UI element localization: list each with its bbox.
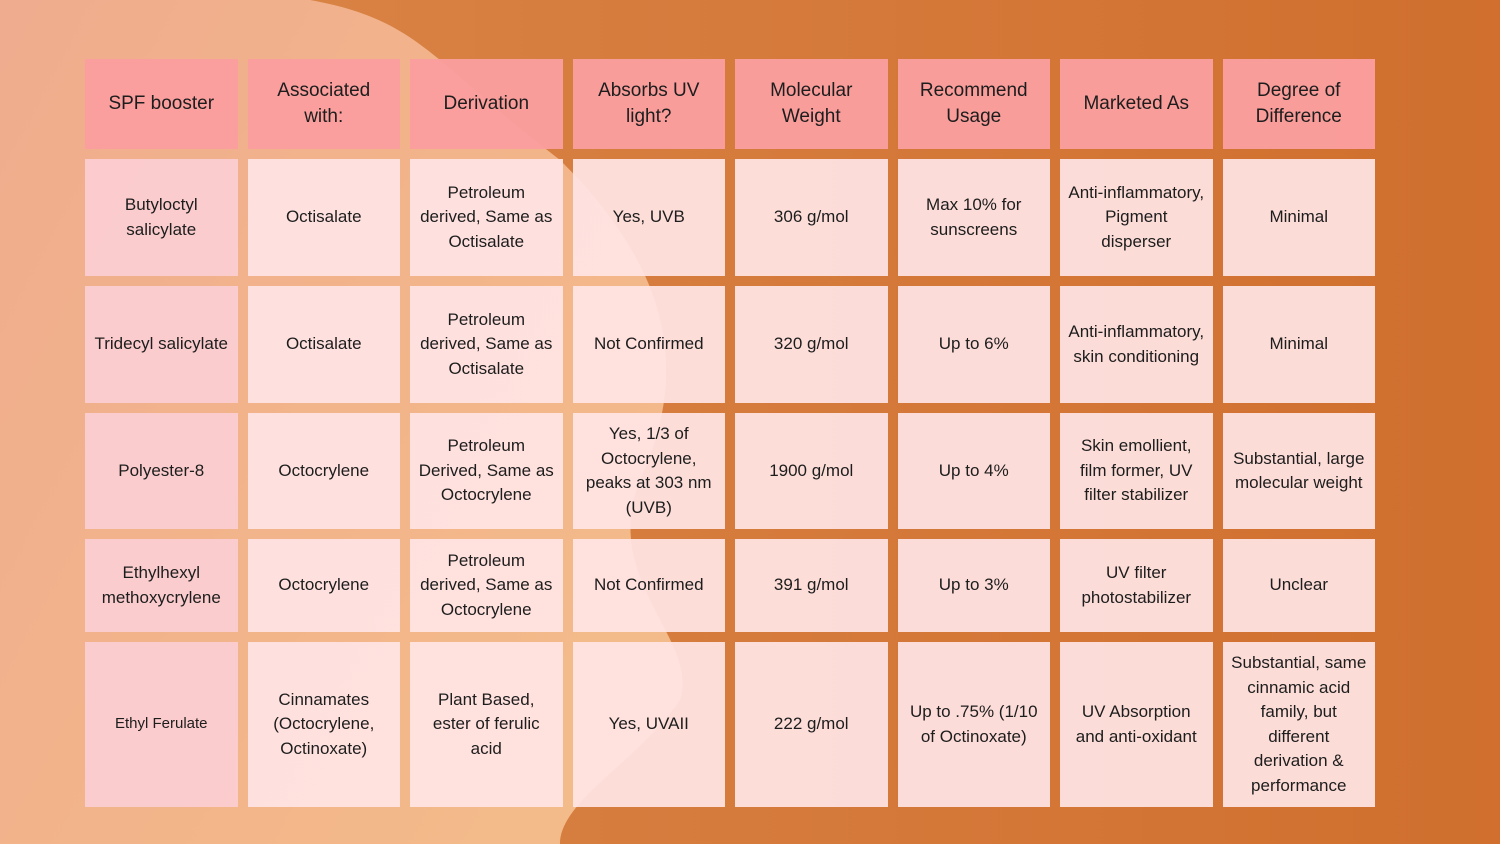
- table-cell: Octocrylene: [247, 413, 400, 529]
- header-cell: Absorbs UV light?: [572, 59, 725, 149]
- table-cell: Up to 3%: [897, 539, 1050, 632]
- row-label: Ethyl Ferulate: [85, 642, 238, 807]
- header-cell: SPF booster: [85, 59, 238, 149]
- table-cell: Minimal: [1222, 159, 1375, 276]
- header-cell: Degree of Difference: [1222, 59, 1375, 149]
- row-label: Ethylhexyl methoxycrylene: [85, 539, 238, 632]
- table-cell: Max 10% for sunscreens: [897, 159, 1050, 276]
- table-cell: Octisalate: [247, 159, 400, 276]
- table-cell: Octisalate: [247, 286, 400, 403]
- table-cell: UV Absorption and anti-oxidant: [1060, 642, 1213, 807]
- table-cell: Yes, 1/3 of Octocrylene, peaks at 303 nm…: [572, 413, 725, 529]
- table: SPF booster Associated with: Derivation Abs…: [85, 59, 1375, 807]
- header-cell: Derivation: [410, 59, 563, 149]
- table-cell: 391 g/mol: [735, 539, 888, 632]
- table-cell: Substantial, large molecular weight: [1222, 413, 1375, 529]
- table-cell: Substantial, same cinnamic acid family, …: [1222, 642, 1375, 807]
- row-label: Butyloctyl salicylate: [85, 159, 238, 276]
- table-cell: Up to .75% (1/10 of Octinoxate): [897, 642, 1050, 807]
- table-cell: Petroleum derived, Same as Octocrylene: [410, 539, 563, 632]
- table-cell: Not Confirmed: [572, 286, 725, 403]
- table-cell: Yes, UVAII: [572, 642, 725, 807]
- table-cell: 306 g/mol: [735, 159, 888, 276]
- table-cell: 222 g/mol: [735, 642, 888, 807]
- row-label: Polyester-8: [85, 413, 238, 529]
- table-cell: Anti-inflammatory, Pigment disperser: [1060, 159, 1213, 276]
- row-label: Tridecyl salicylate: [85, 286, 238, 403]
- table-cell: Petroleum derived, Same as Octisalate: [410, 159, 563, 276]
- table-cell: Skin emollient, film former, UV filter s…: [1060, 413, 1213, 529]
- table-cell: Petroleum derived, Same as Octisalate: [410, 286, 563, 403]
- table-cell: Up to 4%: [897, 413, 1050, 529]
- table-cell: 1900 g/mol: [735, 413, 888, 529]
- table-cell: Anti-inflammatory, skin conditioning: [1060, 286, 1213, 403]
- header-cell: Associated with:: [247, 59, 400, 149]
- table-cell: Unclear: [1222, 539, 1375, 632]
- table-cell: Minimal: [1222, 286, 1375, 403]
- header-cell: Marketed As: [1060, 59, 1213, 149]
- table-cell: Yes, UVB: [572, 159, 725, 276]
- header-cell: Recommend Usage: [897, 59, 1050, 149]
- table-cell: Cinnamates (Octocrylene, Octinoxate): [247, 642, 400, 807]
- table-cell: Up to 6%: [897, 286, 1050, 403]
- table-cell: UV filter photostabilizer: [1060, 539, 1213, 632]
- table-cell: Petroleum Derived, Same as Octocrylene: [410, 413, 563, 529]
- table-cell: 320 g/mol: [735, 286, 888, 403]
- table-cell: Not Confirmed: [572, 539, 725, 632]
- table-cell: Octocrylene: [247, 539, 400, 632]
- table-cell: Plant Based, ester of ferulic acid: [410, 642, 563, 807]
- header-cell: Molecular Weight: [735, 59, 888, 149]
